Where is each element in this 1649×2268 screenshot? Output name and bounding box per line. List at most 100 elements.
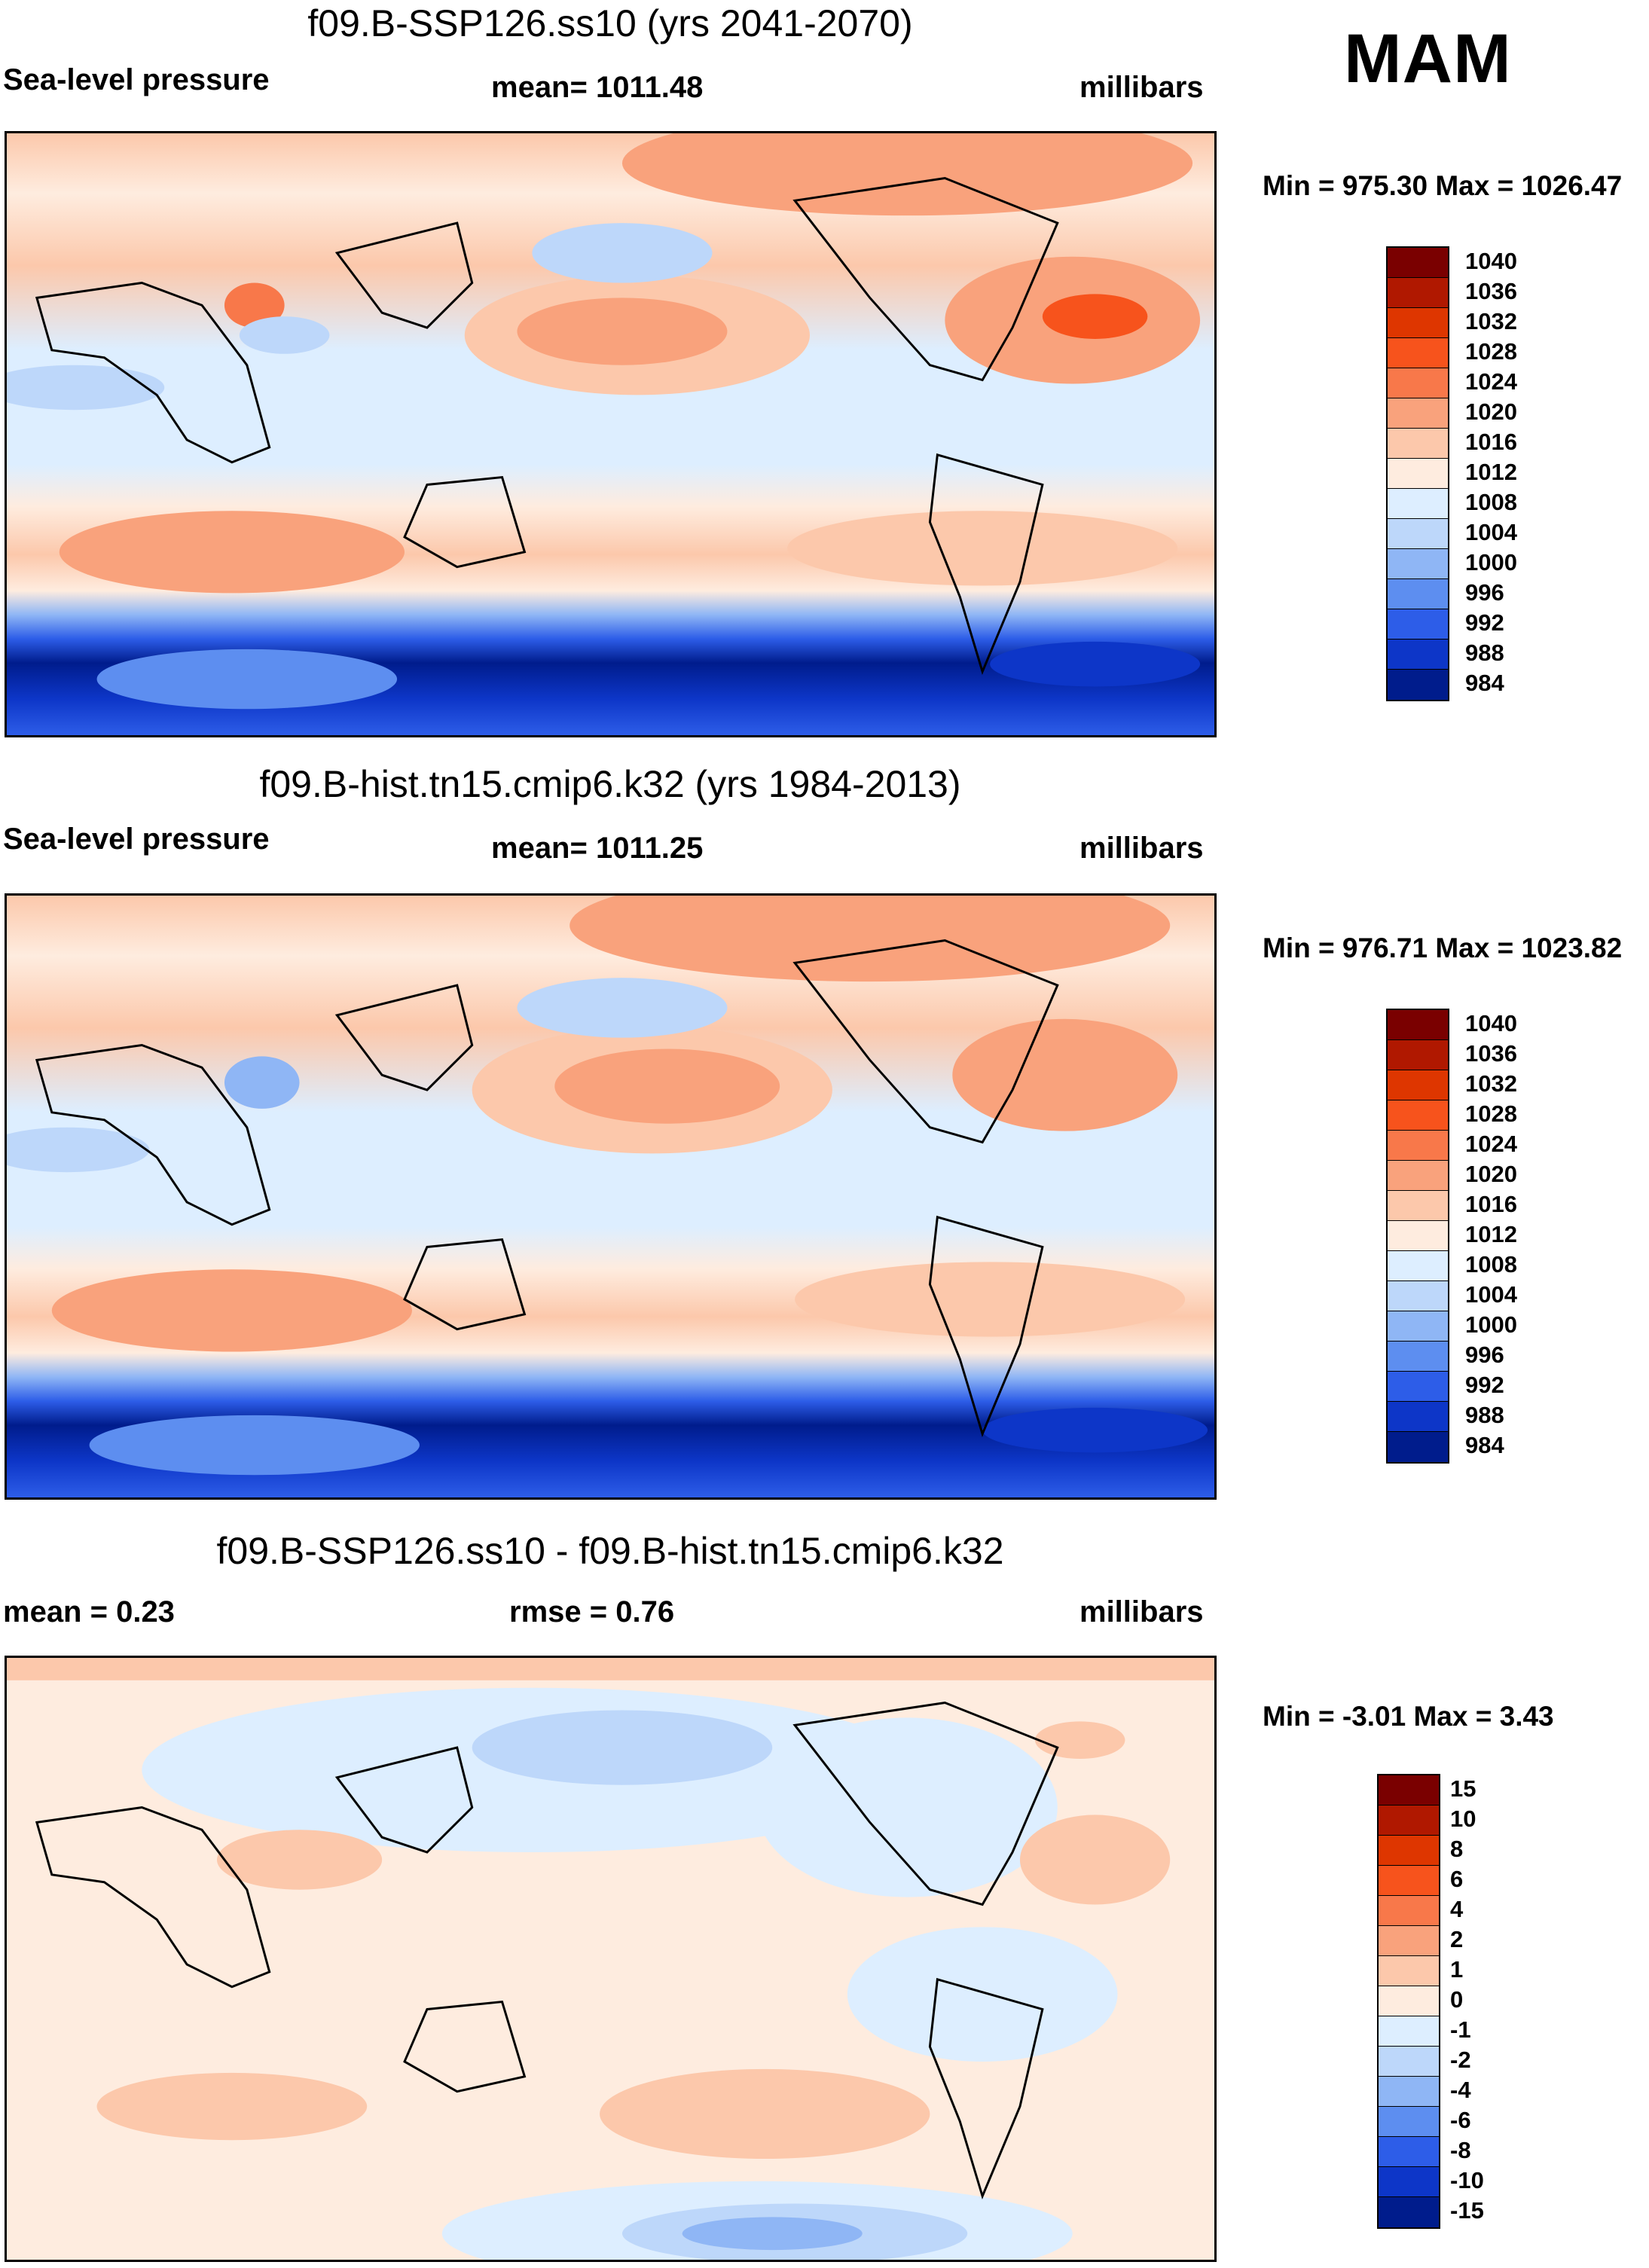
colorbar-tick-label: 1008 [1465, 489, 1517, 515]
colorbar-swatch [1379, 1956, 1439, 1986]
colorbar-swatch [1388, 1100, 1448, 1131]
panel-future: f09.B-SSP126.ss10 (yrs 2041-2070) Sea-le… [0, 0, 1649, 753]
colorbar-tick-label: 1 [1450, 1956, 1464, 1983]
colorbar-tick-label: 1028 [1465, 1100, 1517, 1127]
colorbar-swatch [1388, 1070, 1448, 1100]
colorbar-swatch [1379, 2107, 1439, 2137]
colorbar-swatch [1388, 429, 1448, 459]
mean-label: mean= 1011.48 [491, 71, 704, 104]
colorbar-tick-label: 992 [1465, 609, 1504, 636]
units-label: millibars [1079, 1595, 1204, 1629]
colorbar-tick-label: 1008 [1465, 1251, 1517, 1277]
colorbar-swatch [1379, 2137, 1439, 2167]
colorbar-tick-label: 0 [1450, 1986, 1464, 2013]
colorbar-tick-label: 1036 [1465, 278, 1517, 304]
colorbar-tick-label: 988 [1465, 1402, 1504, 1428]
colorbar-tick-label: 8 [1450, 1836, 1464, 1862]
colorbar-swatch [1388, 398, 1448, 429]
colorbar-tick-label: 992 [1465, 1372, 1504, 1398]
colorbar-tick-label: 1020 [1465, 398, 1517, 425]
units-label: millibars [1079, 832, 1204, 865]
colorbar-swatch [1388, 639, 1448, 670]
colorbar-swatch [1388, 1191, 1448, 1221]
colorbar-swatch [1388, 1402, 1448, 1432]
colorbar-tick-label: 4 [1450, 1896, 1464, 1922]
colorbar-tick-label: 988 [1465, 639, 1504, 666]
colorbar-tick-label: 1012 [1465, 459, 1517, 485]
colorbar-swatch [1379, 1896, 1439, 1926]
colorbar-tick-label: 15 [1450, 1775, 1476, 1802]
colorbar-swatch [1379, 1836, 1439, 1866]
panel-difference: f09.B-SSP126.ss10 - f09.B-hist.tn15.cmip… [0, 1529, 1649, 2268]
colorbar-tick-label: -6 [1450, 2107, 1471, 2133]
panel-title: f09.B-SSP126.ss10 - f09.B-hist.tn15.cmip… [216, 1530, 1004, 1572]
colorbar-tick-label: -1 [1450, 2016, 1471, 2043]
colorbar-tick-label: 1012 [1465, 1221, 1517, 1247]
colorbar-tick-label: 1016 [1465, 429, 1517, 455]
slp-map-historical [5, 893, 1217, 1500]
colorbar-tick-label: 1020 [1465, 1161, 1517, 1187]
colorbar-tick-label: 996 [1465, 579, 1504, 606]
panel-title: f09.B-hist.tn15.cmip6.k32 (yrs 1984-2013… [259, 763, 961, 805]
slp-map-difference [5, 1656, 1217, 2262]
colorbar-swatch [1388, 459, 1448, 489]
colorbar-swatch [1379, 1986, 1439, 2016]
colorbar-swatch [1388, 489, 1448, 519]
colorbar-tick-label: 1024 [1465, 368, 1517, 395]
colorbar-tick-label: -2 [1450, 2047, 1471, 2073]
colorbar-swatch [1379, 1775, 1439, 1806]
colorbar-historical [1386, 1009, 1449, 1464]
colorbar-swatch [1388, 308, 1448, 338]
colorbar-tick-label: 1040 [1465, 248, 1517, 274]
colorbar-tick-label: 1036 [1465, 1040, 1517, 1067]
colorbar-tick-label: 1032 [1465, 1070, 1517, 1097]
colorbar-swatch [1379, 1806, 1439, 1836]
colorbar-tick-label: 984 [1465, 1432, 1504, 1458]
colorbar-tick-label: 1000 [1465, 549, 1517, 575]
colorbar-tick-label: 1024 [1465, 1131, 1517, 1157]
colorbar-swatch [1388, 1040, 1448, 1070]
colorbar-swatch [1388, 338, 1448, 368]
colorbar-tick-label: 1016 [1465, 1191, 1517, 1217]
colorbar-difference [1377, 1774, 1440, 2229]
colorbar-tick-label: 1032 [1465, 308, 1517, 334]
colorbar-swatch [1388, 1311, 1448, 1342]
colorbar-swatch [1388, 549, 1448, 579]
colorbar-tick-label: 984 [1465, 670, 1504, 696]
colorbar-swatch [1388, 248, 1448, 278]
colorbar-swatch [1388, 1010, 1448, 1040]
colorbar-swatch [1388, 1432, 1448, 1462]
colorbar-swatch [1388, 1372, 1448, 1402]
mean-label: mean = 0.23 [3, 1595, 175, 1629]
colorbar-swatch [1388, 609, 1448, 639]
colorbar-future [1386, 246, 1449, 701]
season-label: MAM [1344, 20, 1512, 97]
panel-title: f09.B-SSP126.ss10 (yrs 2041-2070) [307, 2, 913, 44]
colorbar-swatch [1379, 2077, 1439, 2107]
colorbar-tick-label: 1000 [1465, 1311, 1517, 1338]
colorbar-swatch [1388, 1281, 1448, 1311]
units-label: millibars [1079, 71, 1204, 104]
colorbar-tick-label: -4 [1450, 2077, 1471, 2103]
mean-label: mean= 1011.25 [491, 832, 704, 865]
colorbar-tick-label: 1004 [1465, 1281, 1517, 1308]
minmax-label: Min = 976.71 Max = 1023.82 [1263, 933, 1623, 963]
minmax-label: Min = -3.01 Max = 3.43 [1263, 1701, 1554, 1732]
colorbar-swatch [1379, 2047, 1439, 2077]
colorbar-tick-label: 1028 [1465, 338, 1517, 365]
colorbar-swatch [1388, 1131, 1448, 1161]
colorbar-swatch [1388, 368, 1448, 398]
colorbar-tick-label: -15 [1450, 2197, 1484, 2224]
colorbar-swatch [1388, 670, 1448, 700]
rmse-label: rmse = 0.76 [509, 1595, 675, 1629]
colorbar-swatch [1388, 1161, 1448, 1191]
colorbar-swatch [1379, 1926, 1439, 1956]
colorbar-tick-label: 1004 [1465, 519, 1517, 545]
colorbar-swatch [1379, 2016, 1439, 2047]
colorbar-swatch [1388, 1251, 1448, 1281]
colorbar-tick-label: 1040 [1465, 1010, 1517, 1036]
colorbar-swatch [1379, 1866, 1439, 1896]
colorbar-swatch [1388, 519, 1448, 549]
colorbar-swatch [1388, 579, 1448, 609]
colorbar-tick-label: -8 [1450, 2137, 1471, 2163]
